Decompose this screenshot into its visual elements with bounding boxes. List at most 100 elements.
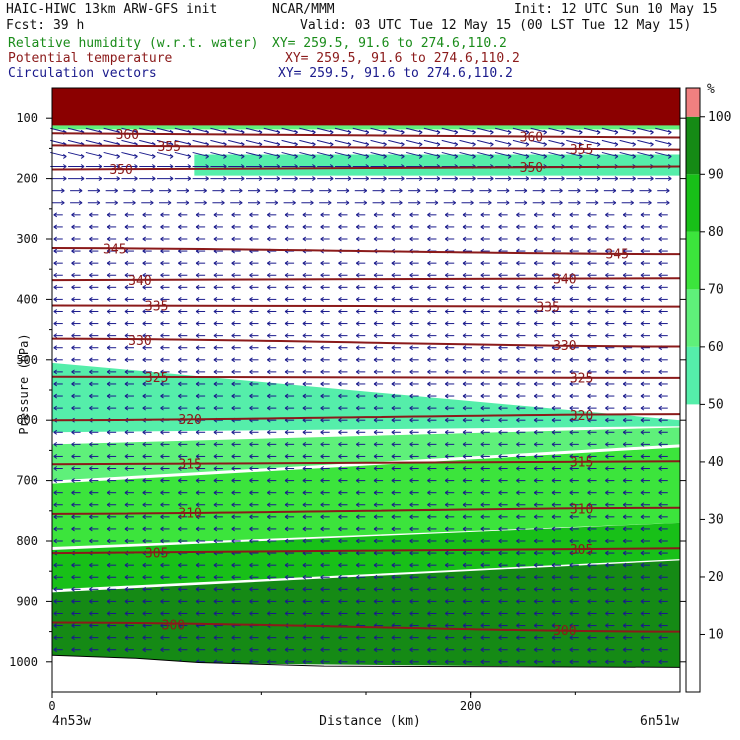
rh-region-60-70: [52, 427, 680, 481]
wind-vector: [67, 127, 85, 133]
top-green-strip: [52, 125, 680, 130]
theta-label-330-left: 330: [128, 334, 151, 349]
wind-vector: [67, 139, 85, 145]
wind-vector: [85, 139, 102, 145]
wind-vector: [583, 127, 601, 133]
wind-vector: [530, 127, 547, 133]
theta-contour-305: [51, 547, 681, 555]
wind-vector: [601, 151, 618, 157]
theta-contour-315: [51, 460, 681, 466]
wind-vector: [619, 151, 636, 157]
wind-vector: [388, 127, 405, 133]
y-tick-label: 300: [16, 232, 38, 246]
theta-contour-330: [51, 337, 681, 348]
theta-label-325-left: 325: [145, 371, 168, 386]
colorbar-tick-label: 10: [708, 627, 724, 642]
wind-vector: [245, 127, 263, 133]
theta-contour-320: [51, 413, 681, 422]
org-label: NCAR/MMM: [272, 2, 335, 17]
colorbar-tick-label: 40: [708, 455, 724, 470]
colorbar-band-100: [686, 88, 700, 117]
wind-vector: [441, 127, 458, 133]
wind-vector: [441, 151, 458, 157]
wind-vector: [85, 127, 102, 133]
wind-vector: [530, 151, 547, 157]
colorbar-tick-label: 20: [708, 570, 724, 585]
field-theta-name: Potential temperature: [8, 51, 173, 66]
x-tick-label: 200: [460, 699, 482, 713]
wind-vector: [548, 151, 565, 157]
wind-vector: [139, 151, 156, 157]
wind-vector: [388, 151, 405, 157]
y-tick-label: 900: [16, 594, 38, 608]
colorbar-tick-label: 80: [708, 225, 724, 240]
wind-vector: [299, 139, 316, 145]
wind-vector: [548, 127, 565, 133]
wind-vector: [459, 139, 476, 145]
theta-label-335-right: 335: [536, 300, 559, 315]
wind-vector: [50, 151, 67, 157]
wind-vector: [494, 151, 512, 157]
field-rh-name: Relative humidity (w.r.t. water): [8, 36, 258, 51]
wind-vector: [477, 139, 494, 145]
theta-contour-355: [51, 144, 681, 151]
rh-region-70-80: [52, 447, 680, 548]
wind-vector: [263, 151, 280, 157]
wind-vector: [423, 151, 441, 157]
x-end-label-left: 4n53w: [52, 714, 91, 729]
theta-label-320-right: 320: [570, 409, 593, 424]
theta-contour-345: [51, 247, 681, 256]
theta-label-350-left: 350: [109, 163, 132, 178]
wind-vector: [477, 151, 494, 157]
wind-vector: [103, 127, 120, 133]
valid-time: Valid: 03 UTC Tue 12 May 15 (00 LST Tue …: [300, 18, 691, 33]
wind-vector: [566, 127, 583, 133]
theta-label-355-right: 355: [570, 143, 593, 158]
model-title: HAIC-HIWC 13km ARW-GFS init: [6, 2, 217, 17]
wind-vector: [655, 127, 672, 133]
theta-contour-340: [51, 277, 681, 282]
colorbar: 10 20 30 40 50 60 70 80 90 100: [685, 87, 731, 693]
theta-contours: 360 360 355 355 350 350 345 345 340 340 335 335 330 3…: [51, 128, 681, 639]
init-time: Init: 12 UTC Sun 10 May 15: [514, 2, 718, 17]
wind-vector: [370, 139, 387, 145]
wind-vector: [370, 127, 387, 133]
wind-vector: [619, 127, 636, 133]
wind-vector: [459, 127, 476, 133]
colorbar-tick-label: 70: [708, 282, 724, 297]
x-tick-label: 0: [48, 699, 55, 713]
wind-vector: [317, 127, 334, 133]
plot-area: 360 360 355 355 350 350 345 345 340 340 335 335 330 3…: [50, 88, 681, 692]
header-text-layer: HAIC-HIWC 13km ARW-GFS init NCAR/MMM Ini…: [6, 2, 718, 81]
colorbar-tick-label: 50: [708, 397, 724, 412]
colorbar-tick-label: 100: [708, 110, 731, 125]
theta-label-310-right: 310: [570, 503, 593, 518]
wind-vector: [281, 139, 298, 145]
wind-vector: [156, 139, 174, 145]
colorbar-band-80: [686, 174, 700, 232]
forecast-hour: Fcst: 39 h: [6, 18, 84, 33]
field-vector-xy: XY= 259.5, 91.6 to 274.6,110.2: [278, 66, 513, 81]
wind-vector: [512, 127, 530, 133]
theta-label-300-right: 300: [553, 624, 576, 639]
y-tick-label: 100: [16, 111, 38, 125]
wind-vector: [228, 139, 245, 145]
colorbar-unit: %: [707, 82, 715, 97]
theta-label-350-right: 350: [520, 161, 543, 176]
theta-contour-360: [51, 132, 681, 139]
colorbar-band-60: [686, 289, 700, 347]
wind-vector: [245, 151, 263, 157]
wind-vector: [67, 151, 85, 157]
wind-vector: [583, 151, 601, 157]
wind-vector: [619, 139, 636, 145]
theta-label-325-right: 325: [570, 372, 593, 387]
theta-label-315-right: 315: [570, 456, 593, 471]
wind-vector: [548, 139, 565, 145]
wind-vector: [406, 127, 423, 133]
wind-vector: [228, 151, 245, 157]
field-vector-name: Circulation vectors: [8, 66, 157, 81]
theta-label-300-left: 300: [162, 618, 185, 633]
wind-vector: [85, 151, 102, 157]
wind-vector: [174, 127, 191, 133]
